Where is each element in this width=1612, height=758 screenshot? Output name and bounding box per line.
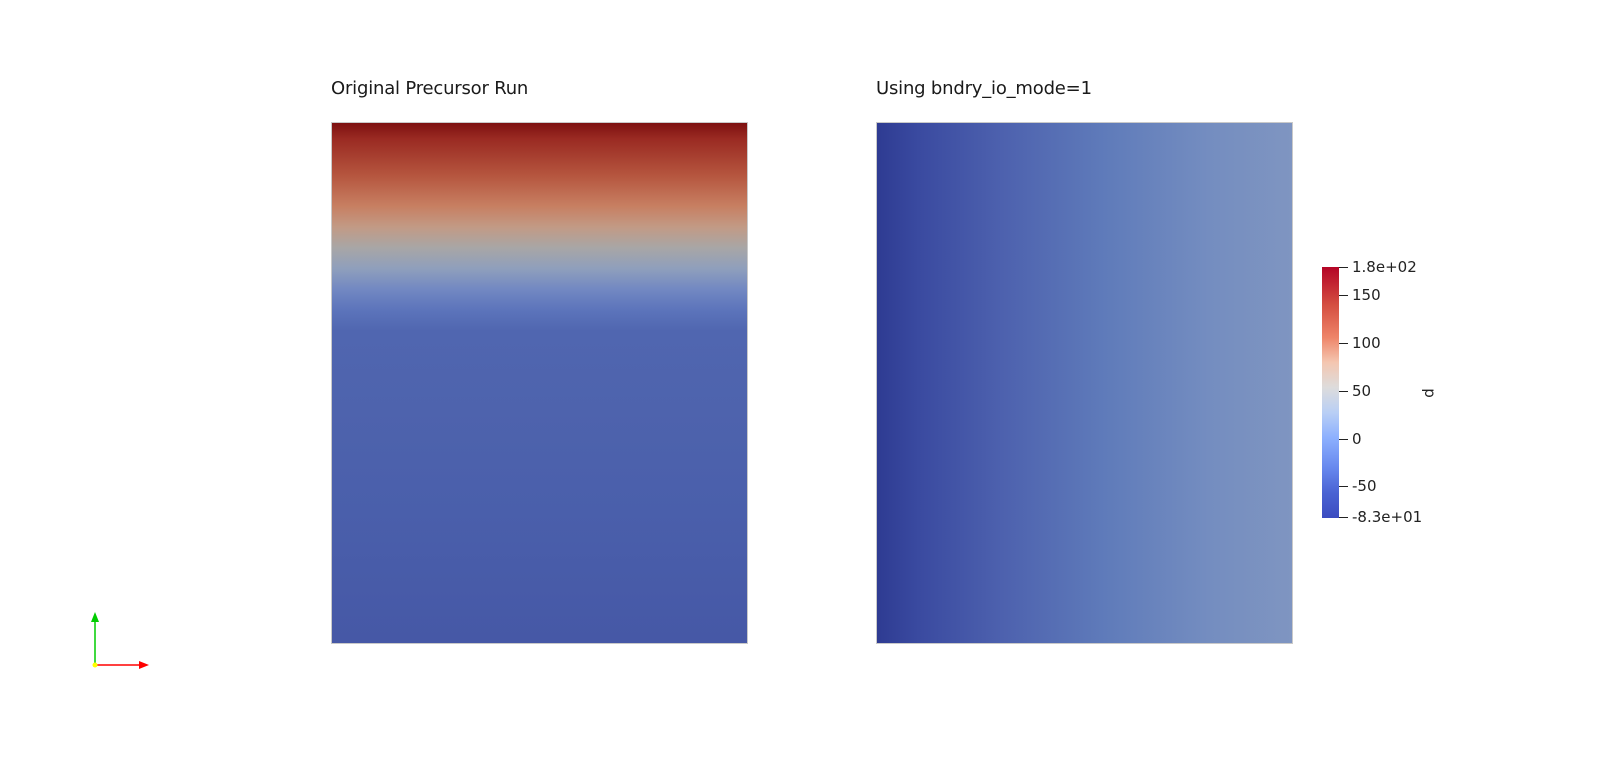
colorbar-title: p — [1420, 388, 1439, 398]
colorbar-tick-label-max: 1.8e+02 — [1352, 258, 1417, 276]
colorbar-gradient — [1322, 267, 1339, 518]
colorbar-tick-label: 150 — [1352, 286, 1381, 304]
colorbar-tick — [1339, 267, 1348, 268]
colorbar-tick-label: 100 — [1352, 334, 1381, 352]
x-axis-arrow-icon — [95, 661, 149, 669]
view-title-left: Original Precursor Run — [331, 78, 529, 99]
colorbar-tick-label-min: -8.3e+01 — [1352, 508, 1423, 526]
colorbar-tick — [1339, 343, 1348, 344]
colorbar-tick — [1339, 391, 1348, 392]
colorbar-tick-label: -50 — [1352, 477, 1377, 495]
colorbar-tick-label: 50 — [1352, 382, 1372, 400]
colorbar-tick — [1339, 439, 1348, 440]
orientation-axes — [91, 612, 149, 669]
render-view-original[interactable] — [331, 122, 748, 644]
view-title-right: Using bndry_io_mode=1 — [876, 78, 1092, 99]
axes-origin — [92, 662, 98, 668]
y-axis-arrow-icon — [91, 612, 99, 665]
colorbar-tick — [1339, 517, 1348, 518]
colorbar-tick-label: 0 — [1352, 430, 1362, 448]
colorbar-tick — [1339, 486, 1348, 487]
colorbar-tick — [1339, 295, 1348, 296]
render-view-bndry-io-mode[interactable] — [876, 122, 1293, 644]
